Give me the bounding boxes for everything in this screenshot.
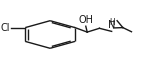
Text: Cl: Cl — [1, 23, 10, 33]
Text: N: N — [108, 20, 116, 30]
Text: OH: OH — [78, 15, 93, 25]
Text: H: H — [109, 18, 115, 27]
